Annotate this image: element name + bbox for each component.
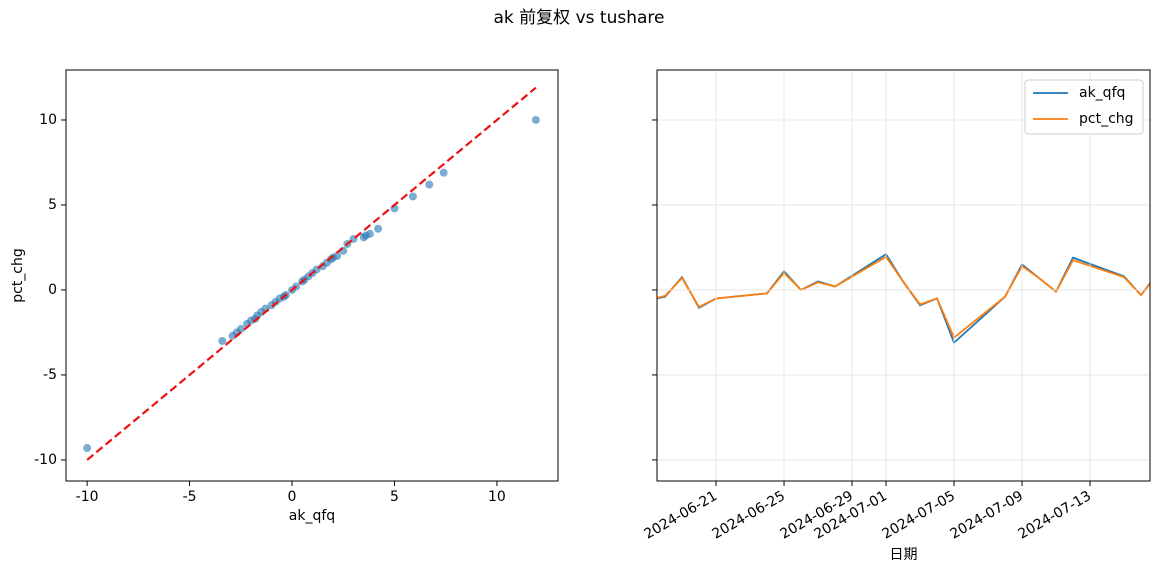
x-tick-label: -5 <box>183 489 197 505</box>
x-tick-label: 2024-07-13 <box>1016 488 1094 543</box>
x-tick-label: 2024-06-21 <box>642 488 720 543</box>
scatter-point <box>228 331 237 340</box>
x-tick-label: 5 <box>390 489 399 505</box>
axes-frame <box>65 69 559 482</box>
x-tick-label: 0 <box>288 489 297 505</box>
y-tick-label: 0 <box>48 282 57 298</box>
x-axis-label: 日期 <box>890 547 918 563</box>
scatter-point <box>359 233 368 242</box>
x-tick-label: 2024-07-05 <box>880 488 958 543</box>
scatter-point <box>374 224 383 233</box>
y-tick-label: 10 <box>39 112 57 128</box>
scatter-point <box>439 168 448 177</box>
y-tick-label: -5 <box>43 367 57 383</box>
plot-area <box>83 86 540 461</box>
scatter-point <box>267 301 276 310</box>
series-line <box>657 255 1150 339</box>
x-axis-label: ak_qfq <box>289 508 335 524</box>
y-tick-label: -10 <box>34 452 57 468</box>
y-tick-label: 5 <box>48 197 57 213</box>
x-tick-label: -10 <box>76 489 99 505</box>
scatter-point <box>425 180 434 189</box>
x-tick-label: 2024-07-09 <box>948 488 1026 543</box>
legend-label: ak_qfq <box>1079 85 1125 101</box>
x-tick-label: 2024-06-25 <box>710 488 788 543</box>
figure-title: ak 前复权 vs tushare <box>494 8 665 28</box>
y-axis-label: pct_chg <box>10 248 26 303</box>
plot-area <box>657 253 1150 345</box>
x-tick-label: 10 <box>488 489 506 505</box>
axes-frame <box>656 69 1151 482</box>
reference-line <box>86 86 537 461</box>
scatter-point <box>83 444 92 453</box>
legend-label: pct_chg <box>1079 111 1134 127</box>
scatter-point <box>218 336 227 345</box>
scatter-point <box>408 192 417 201</box>
scatter-point <box>531 115 540 124</box>
